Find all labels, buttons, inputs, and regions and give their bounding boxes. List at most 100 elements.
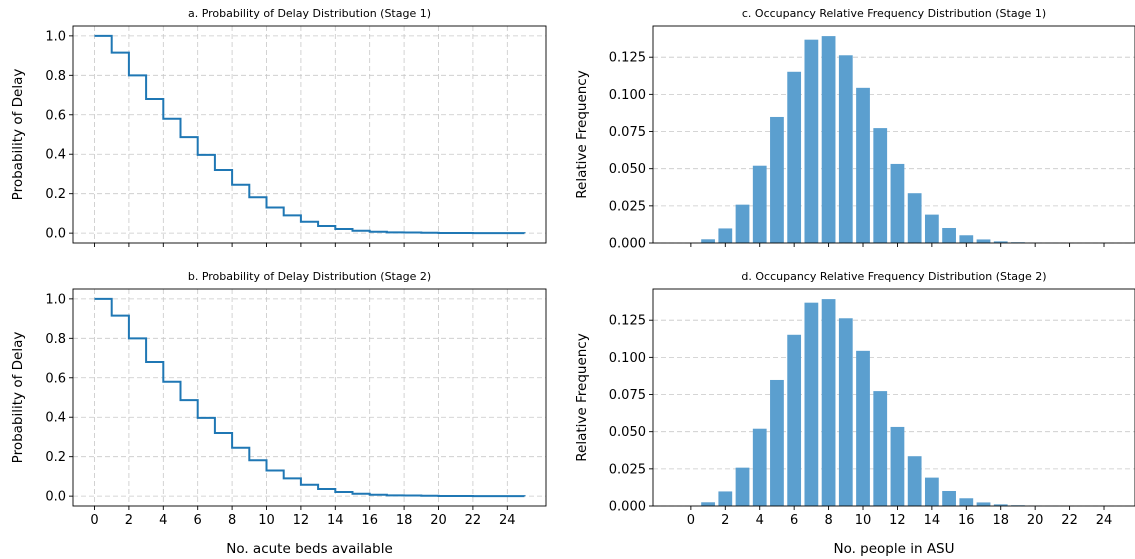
bar xyxy=(701,239,715,243)
y-tick-label: 1.0 xyxy=(45,29,66,44)
y-tick-label: 0.0 xyxy=(45,227,66,242)
y-tick-label: 0.6 xyxy=(45,108,66,123)
bar xyxy=(856,87,870,243)
x-tick-label: 20 xyxy=(430,513,447,528)
x-tick-label: 16 xyxy=(958,513,975,528)
bar xyxy=(959,498,974,506)
bar xyxy=(787,334,802,506)
x-tick-label: 10 xyxy=(258,513,275,528)
y-tick-label: 0.2 xyxy=(45,187,66,202)
bar xyxy=(942,490,956,506)
chart-panel-d: 0 2 4 6 8 10 12 14 16 18 20 22 240.0000.0250.0500.07… xyxy=(574,270,1135,557)
y-tick-label: 0.025 xyxy=(609,199,646,214)
bar xyxy=(752,428,767,506)
y-axis-label: Relative Frequency xyxy=(574,70,590,198)
y-tick-label: 0.100 xyxy=(609,351,646,366)
y-tick-label: 0.4 xyxy=(45,148,66,163)
x-tick-label: 6 xyxy=(194,513,202,528)
x-tick-label: 14 xyxy=(327,513,344,528)
bar xyxy=(821,299,836,506)
x-tick-label: 0 xyxy=(687,513,695,528)
bar xyxy=(752,165,767,243)
chart-panel-b: 0 2 4 6 8 10 12 14 16 18 20 22 240.00.20.40.60.81.0b… xyxy=(10,270,547,557)
bar xyxy=(804,302,819,506)
chart-title: a. Probability of Delay Distribution (St… xyxy=(188,7,431,20)
y-tick-label: 0.050 xyxy=(609,425,646,440)
x-tick-label: 0 xyxy=(90,513,98,528)
x-tick-label: 10 xyxy=(855,513,872,528)
bar xyxy=(924,214,939,243)
y-tick-label: 0.125 xyxy=(609,314,646,329)
y-tick-label: 0.025 xyxy=(609,462,646,477)
bar xyxy=(804,39,819,243)
chart-panel-a: 0.0 0.2 0.4 0.6 0.8 1.0 a. Probability of Dela… xyxy=(10,7,547,247)
x-tick-label: 22 xyxy=(465,513,482,528)
bar xyxy=(993,504,1008,506)
x-tick-label: 6 xyxy=(790,513,798,528)
x-tick-label: 14 xyxy=(924,513,941,528)
y-axis-label: Relative Frequency xyxy=(574,333,590,461)
series-line xyxy=(94,297,526,498)
y-tick-label: 0.8 xyxy=(45,69,66,84)
bar xyxy=(907,456,922,506)
y-axis-label: Probability of Delay xyxy=(10,69,26,201)
chart-title: b. Probability of Delay Distribution (St… xyxy=(188,270,431,283)
chart-title: d. Occupancy Relative Frequency Distribu… xyxy=(741,270,1046,283)
bar xyxy=(770,116,784,243)
x-tick-label: 24 xyxy=(499,513,516,528)
bar xyxy=(907,193,922,243)
bar xyxy=(735,204,750,243)
series-line xyxy=(94,34,526,235)
y-tick-label: 0.0 xyxy=(45,490,66,505)
bar xyxy=(701,502,715,506)
y-tick-label: 0.6 xyxy=(45,371,66,386)
bar xyxy=(976,239,991,243)
y-tick-label: 0.125 xyxy=(609,51,646,66)
bar xyxy=(873,128,888,243)
bar xyxy=(735,467,750,506)
bar xyxy=(890,426,905,506)
x-tick-label: 22 xyxy=(1061,513,1078,528)
y-tick-label: 0.4 xyxy=(45,411,66,426)
y-tick-label: 0.2 xyxy=(45,450,66,465)
x-tick-label: 18 xyxy=(396,513,413,528)
x-tick-label: 18 xyxy=(992,513,1009,528)
x-tick-label: 4 xyxy=(159,513,167,528)
x-tick-label: 24 xyxy=(1096,513,1113,528)
y-tick-label: 0.8 xyxy=(45,332,66,347)
chart-title: c. Occupancy Relative Frequency Distribu… xyxy=(742,7,1046,20)
bar xyxy=(821,36,836,244)
x-tick-label: 12 xyxy=(889,513,906,528)
bar xyxy=(787,71,802,244)
x-tick-label: 4 xyxy=(756,513,764,528)
bar xyxy=(838,318,853,506)
axes-frame xyxy=(72,25,547,244)
x-tick-label: 2 xyxy=(125,513,133,528)
bar xyxy=(873,391,888,506)
y-tick-label: 0.075 xyxy=(609,125,646,140)
axes-frame xyxy=(72,288,547,507)
x-tick-label: 12 xyxy=(293,513,310,528)
bar xyxy=(718,491,733,506)
bar xyxy=(924,477,939,506)
x-tick-label: 8 xyxy=(824,513,832,528)
x-tick-label: 20 xyxy=(1027,513,1044,528)
x-axis-label: No. people in ASU xyxy=(833,541,954,557)
y-axis-label: Probability of Delay xyxy=(10,332,26,464)
y-tick-label: 0.075 xyxy=(609,388,646,403)
y-tick-label: 1.0 xyxy=(45,292,66,307)
y-tick-label: 0.050 xyxy=(609,162,646,177)
y-tick-label: 0.100 xyxy=(609,88,646,103)
x-tick-label: 2 xyxy=(721,513,729,528)
bar xyxy=(993,241,1008,243)
bar xyxy=(856,350,870,506)
bar xyxy=(838,55,853,243)
bar xyxy=(942,227,956,243)
y-tick-label: 0.000 xyxy=(609,237,646,252)
bar xyxy=(770,379,784,506)
bar xyxy=(890,163,905,243)
bar xyxy=(976,502,991,506)
x-axis-label: No. acute beds available xyxy=(226,541,393,557)
bar xyxy=(718,228,733,243)
axes-frame xyxy=(652,288,1135,507)
